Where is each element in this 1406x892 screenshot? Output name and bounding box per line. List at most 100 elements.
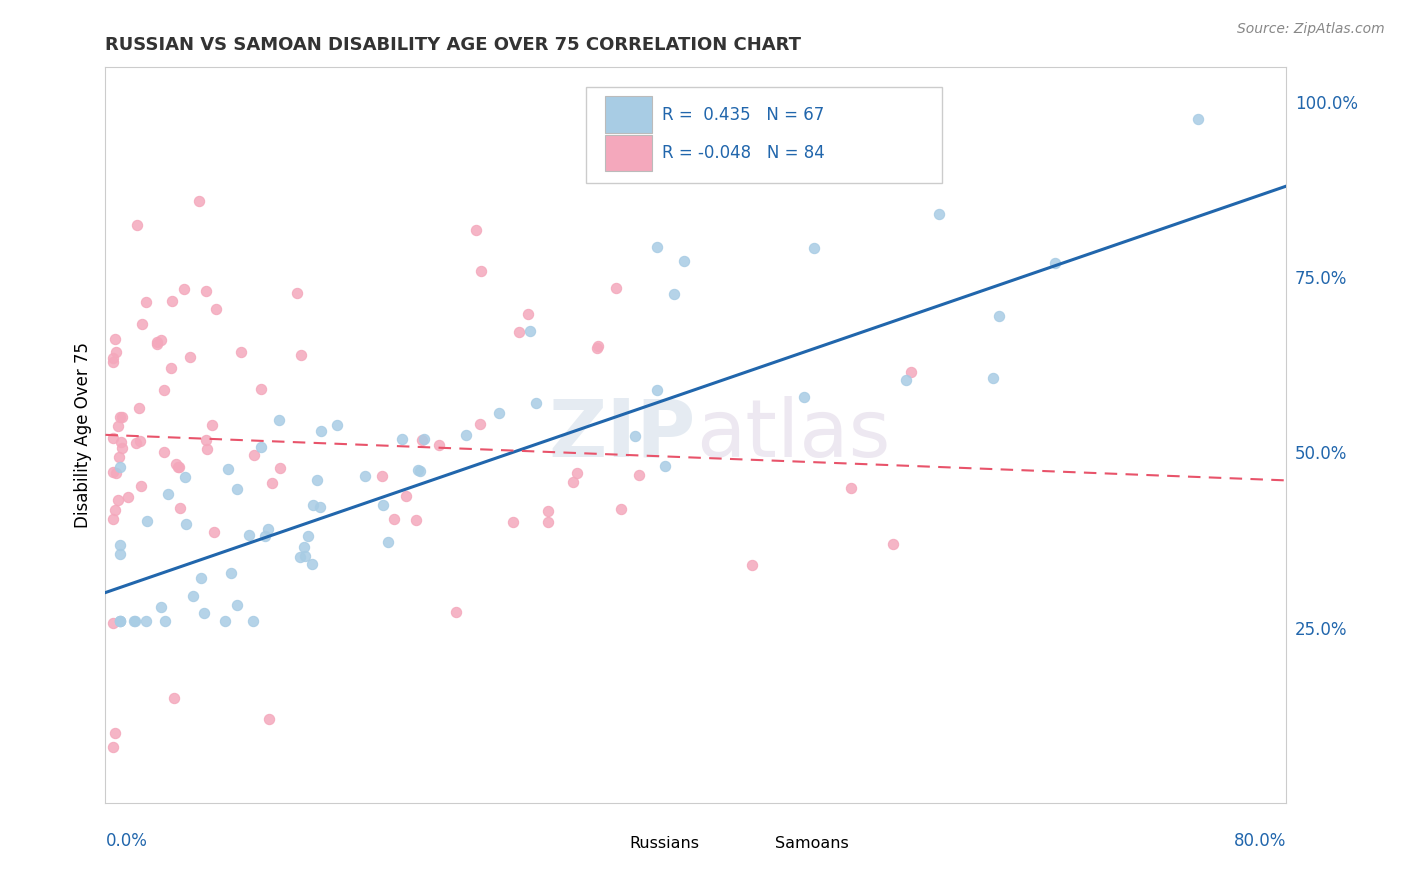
Point bbox=[645, 383, 668, 397]
Point bbox=[174, 516, 197, 531]
Point bbox=[129, 479, 152, 493]
Point bbox=[624, 428, 647, 442]
Point bbox=[128, 401, 150, 416]
Point bbox=[413, 432, 436, 446]
Point bbox=[411, 433, 433, 447]
Point bbox=[371, 498, 394, 512]
Point bbox=[122, 614, 145, 628]
Point bbox=[108, 450, 131, 465]
Point bbox=[406, 463, 429, 477]
Point bbox=[391, 432, 413, 446]
Text: 0.0%: 0.0% bbox=[105, 832, 148, 850]
Text: atlas: atlas bbox=[696, 396, 890, 474]
Point bbox=[217, 462, 239, 476]
Text: Samoans: Samoans bbox=[775, 836, 849, 851]
FancyBboxPatch shape bbox=[592, 830, 628, 860]
Point bbox=[662, 287, 685, 301]
Point bbox=[226, 482, 249, 496]
Point bbox=[111, 441, 134, 455]
Point bbox=[508, 326, 530, 340]
Point bbox=[226, 598, 249, 612]
Point bbox=[101, 512, 124, 526]
Point bbox=[110, 614, 132, 628]
Point bbox=[181, 589, 204, 603]
Point bbox=[1187, 112, 1209, 127]
Point bbox=[254, 529, 277, 543]
Text: Russians: Russians bbox=[630, 836, 700, 851]
Text: Source: ZipAtlas.com: Source: ZipAtlas.com bbox=[1237, 22, 1385, 37]
Point bbox=[882, 537, 904, 551]
Point bbox=[524, 395, 547, 409]
Point bbox=[103, 332, 125, 346]
Point bbox=[193, 606, 215, 620]
Text: 80.0%: 80.0% bbox=[1234, 832, 1286, 850]
Point bbox=[605, 281, 627, 295]
Point bbox=[194, 284, 217, 298]
Point bbox=[242, 614, 264, 628]
Point bbox=[311, 424, 333, 438]
Point bbox=[153, 384, 176, 398]
Point bbox=[243, 448, 266, 462]
Point bbox=[205, 301, 228, 316]
Point bbox=[159, 361, 181, 376]
Point bbox=[160, 294, 183, 309]
Point bbox=[101, 616, 124, 631]
Point bbox=[456, 428, 478, 442]
Point bbox=[988, 309, 1011, 323]
Point bbox=[214, 614, 236, 628]
Point bbox=[308, 500, 330, 515]
Point bbox=[165, 457, 187, 471]
Point bbox=[110, 409, 132, 424]
Point bbox=[586, 339, 609, 353]
Point bbox=[896, 373, 918, 387]
Point bbox=[470, 264, 492, 278]
Point bbox=[169, 501, 191, 516]
Point bbox=[290, 549, 312, 564]
Point bbox=[219, 566, 242, 580]
Point bbox=[188, 194, 211, 209]
FancyBboxPatch shape bbox=[605, 135, 652, 171]
Point bbox=[107, 493, 129, 508]
Point bbox=[124, 435, 146, 450]
Point bbox=[900, 365, 922, 379]
Point bbox=[117, 490, 139, 504]
Point bbox=[128, 434, 150, 448]
Point bbox=[110, 614, 132, 628]
Point bbox=[125, 218, 148, 232]
Point bbox=[163, 690, 186, 705]
Text: ZIP: ZIP bbox=[548, 396, 696, 474]
Text: RUSSIAN VS SAMOAN DISABILITY AGE OVER 75 CORRELATION CHART: RUSSIAN VS SAMOAN DISABILITY AGE OVER 75… bbox=[105, 37, 801, 54]
Point bbox=[468, 417, 491, 431]
Point bbox=[305, 473, 328, 487]
Point bbox=[585, 341, 607, 355]
Point bbox=[371, 469, 394, 483]
Point bbox=[628, 467, 651, 482]
Point bbox=[111, 409, 134, 424]
Point bbox=[928, 207, 950, 221]
Point bbox=[502, 515, 524, 529]
Point bbox=[104, 725, 127, 739]
FancyBboxPatch shape bbox=[737, 830, 773, 860]
Point bbox=[201, 417, 224, 432]
Point bbox=[294, 549, 316, 563]
Point bbox=[110, 614, 132, 628]
Point bbox=[565, 466, 588, 480]
Point bbox=[195, 433, 218, 447]
Point bbox=[101, 431, 124, 445]
Point bbox=[290, 348, 312, 362]
Point bbox=[101, 466, 124, 480]
FancyBboxPatch shape bbox=[605, 96, 652, 133]
Point bbox=[803, 241, 825, 255]
Point bbox=[135, 295, 157, 310]
Point bbox=[146, 334, 169, 349]
Point bbox=[793, 390, 815, 404]
Point bbox=[654, 459, 676, 474]
Point bbox=[610, 501, 633, 516]
Point bbox=[267, 412, 290, 426]
Point bbox=[238, 528, 260, 542]
Point bbox=[202, 524, 225, 539]
Point bbox=[150, 600, 173, 615]
Point bbox=[395, 489, 418, 503]
Point bbox=[326, 418, 349, 433]
Point bbox=[190, 571, 212, 585]
